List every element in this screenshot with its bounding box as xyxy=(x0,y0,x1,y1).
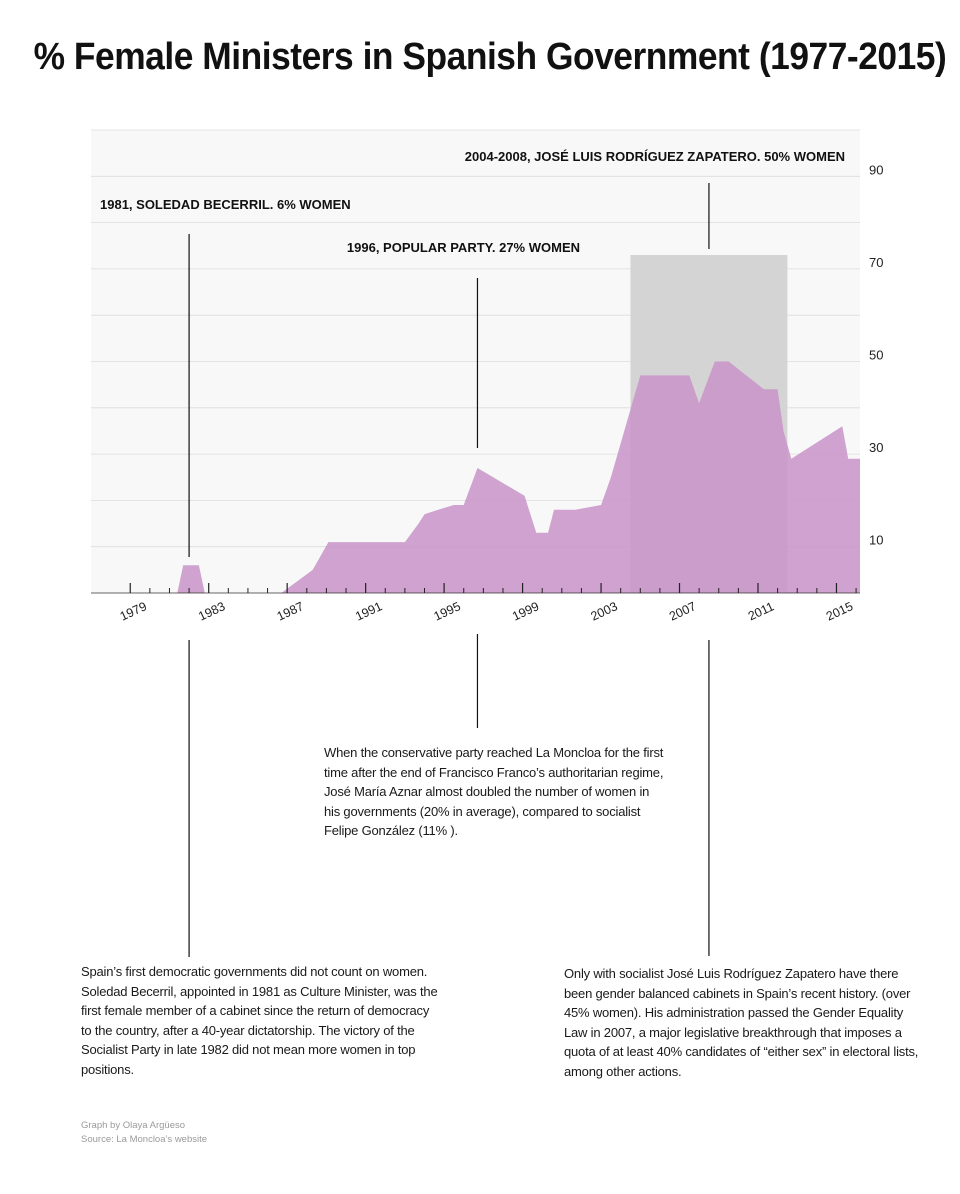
y-tick-label-70: 70 xyxy=(869,255,883,270)
y-tick-label-50: 50 xyxy=(869,348,883,363)
x-tick-label-1983: 1983 xyxy=(196,599,227,623)
credit-source: Source: La Moncloa’s website xyxy=(81,1134,208,1145)
x-tick-label-1995: 1995 xyxy=(432,599,463,623)
chart-title: % Female Ministers in Spanish Government… xyxy=(33,36,947,78)
x-tick-label-1987: 1987 xyxy=(275,599,306,623)
y-tick-label-30: 30 xyxy=(869,440,883,455)
annotations: 1981, SOLEDAD BECERRIL. 6% WOMEN 1996, PO… xyxy=(100,149,845,957)
credits: Graph by Olaya Argüeso Source: La Monclo… xyxy=(81,1119,207,1147)
credit-author: Graph by Olaya Argüeso xyxy=(81,1120,186,1131)
x-tick-label-2003: 2003 xyxy=(589,599,620,623)
x-tick-label-1979: 1979 xyxy=(118,599,149,623)
note-soledad-becerril: Spain’s first democratic governments did… xyxy=(81,964,438,1077)
annotation-label-2: 2004-2008, JOSÉ LUIS RODRÍGUEZ ZAPATERO.… xyxy=(465,149,845,164)
annotation-label-1: 1996, POPULAR PARTY. 27% WOMEN xyxy=(347,240,580,255)
female-ministers-area xyxy=(96,361,861,593)
note-zapatero: Only with socialist José Luis Rodríguez … xyxy=(564,966,919,1079)
x-tick-label-2011: 2011 xyxy=(746,599,776,623)
y-tick-label-10: 10 xyxy=(869,533,883,548)
y-tick-label-90: 90 xyxy=(869,162,883,177)
x-tick-label-2007: 2007 xyxy=(667,599,698,623)
y-axis-ticks: 10 30 50 70 90 xyxy=(869,162,883,547)
x-tick-label-2015: 2015 xyxy=(824,599,855,623)
x-tick-label-1999: 1999 xyxy=(510,599,541,623)
note-aznar: When the conservative party reached La M… xyxy=(324,745,664,838)
annotation-label-0: 1981, SOLEDAD BECERRIL. 6% WOMEN xyxy=(100,197,351,212)
x-tick-label-1991: 1991 xyxy=(353,599,384,623)
